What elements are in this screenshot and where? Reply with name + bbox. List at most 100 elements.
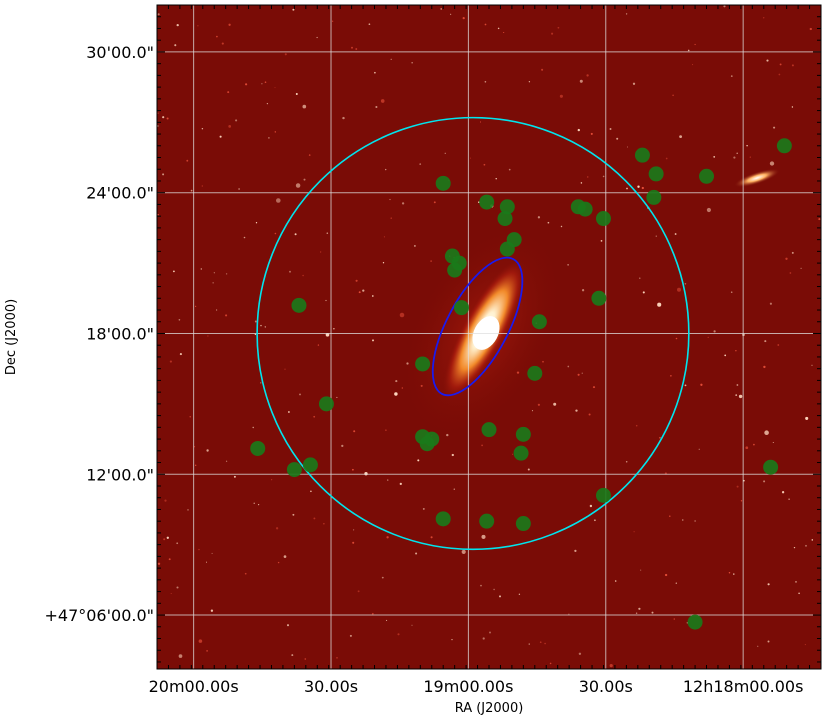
field-star [387,479,389,481]
field-star [682,519,684,521]
field-star [355,48,358,50]
field-star [745,446,749,450]
field-star [276,198,281,203]
field-star [295,92,298,96]
field-star [811,364,813,366]
x-tick-label: 12h18m00.00s [683,677,804,696]
field-star [157,562,161,565]
field-star [325,299,327,302]
field-star [673,618,676,620]
field-star [766,59,769,62]
field-star [274,87,276,89]
point-sources [250,138,792,630]
field-star [672,94,674,97]
field-star [642,291,645,294]
field-star [730,75,733,77]
field-star [669,515,671,517]
field-star [567,264,569,266]
source-point [515,426,531,442]
field-star [677,287,681,292]
field-star [736,384,739,386]
field-star [479,121,482,123]
source-point [527,365,543,381]
field-star [303,178,306,181]
field-star [733,573,735,575]
source-point [648,166,664,182]
field-star [481,534,486,539]
field-star [255,222,258,224]
y-tick-label: 18'00.0" [86,324,154,343]
field-star [358,291,361,294]
source-point [291,297,307,313]
source-point [302,457,318,473]
field-star [664,573,668,577]
field-star [805,416,809,420]
field-star [602,175,605,178]
field-star [788,498,790,500]
field-star [264,81,267,83]
field-star [746,144,748,147]
source-point [447,262,463,278]
field-star [326,232,329,234]
coordinate-grid [157,5,821,669]
field-star [489,631,491,634]
field-star [637,185,640,188]
field-star [495,178,497,180]
field-star [589,504,593,508]
field-star [687,49,690,52]
field-star [235,119,238,122]
field-star [176,586,179,589]
field-star [684,282,687,285]
field-star [733,156,736,159]
field-star [264,326,266,328]
axis-ticks [156,4,822,669]
field-star [588,413,591,416]
field-star [665,157,668,160]
field-star [635,612,638,614]
field-star [469,157,472,159]
field-star [590,132,593,135]
y-tick-label: 24'00.0" [86,184,154,203]
field-star [401,202,405,205]
field-star [228,125,232,128]
x-tick-label: 30.00s [304,677,358,696]
source-point [687,614,703,630]
field-star [579,79,583,83]
source-point [513,445,529,461]
field-star [430,536,433,539]
field-star [735,394,738,396]
y-tick-labels: 30'00.0" 24'00.0" 18'00.0" 12'00.0" +47°06'0… [44,43,154,625]
field-star [221,42,224,45]
field-star [352,541,355,544]
field-star [581,289,585,292]
field-star [574,549,577,553]
field-star [549,662,552,665]
field-star [371,295,374,297]
field-star [304,658,307,660]
field-star [539,641,542,644]
field-star [206,449,209,452]
field-star [616,137,619,140]
field-star [260,382,262,384]
field-star [368,23,371,26]
field-star [169,360,172,363]
source-point [415,356,431,372]
field-star [284,53,287,56]
field-star [163,538,166,541]
field-star [277,561,280,564]
source-point [763,459,779,475]
field-star [762,17,765,19]
field-star [560,225,563,228]
disk-ellipse [431,256,524,397]
field-star [655,235,657,237]
field-star [212,282,214,284]
field-star [763,480,766,483]
field-star [461,549,466,554]
field-star [381,576,384,579]
field-star [193,446,196,448]
field-star [323,523,325,525]
field-star [547,221,550,224]
field-star [194,305,197,308]
field-star [795,581,797,583]
field-star [675,582,677,584]
